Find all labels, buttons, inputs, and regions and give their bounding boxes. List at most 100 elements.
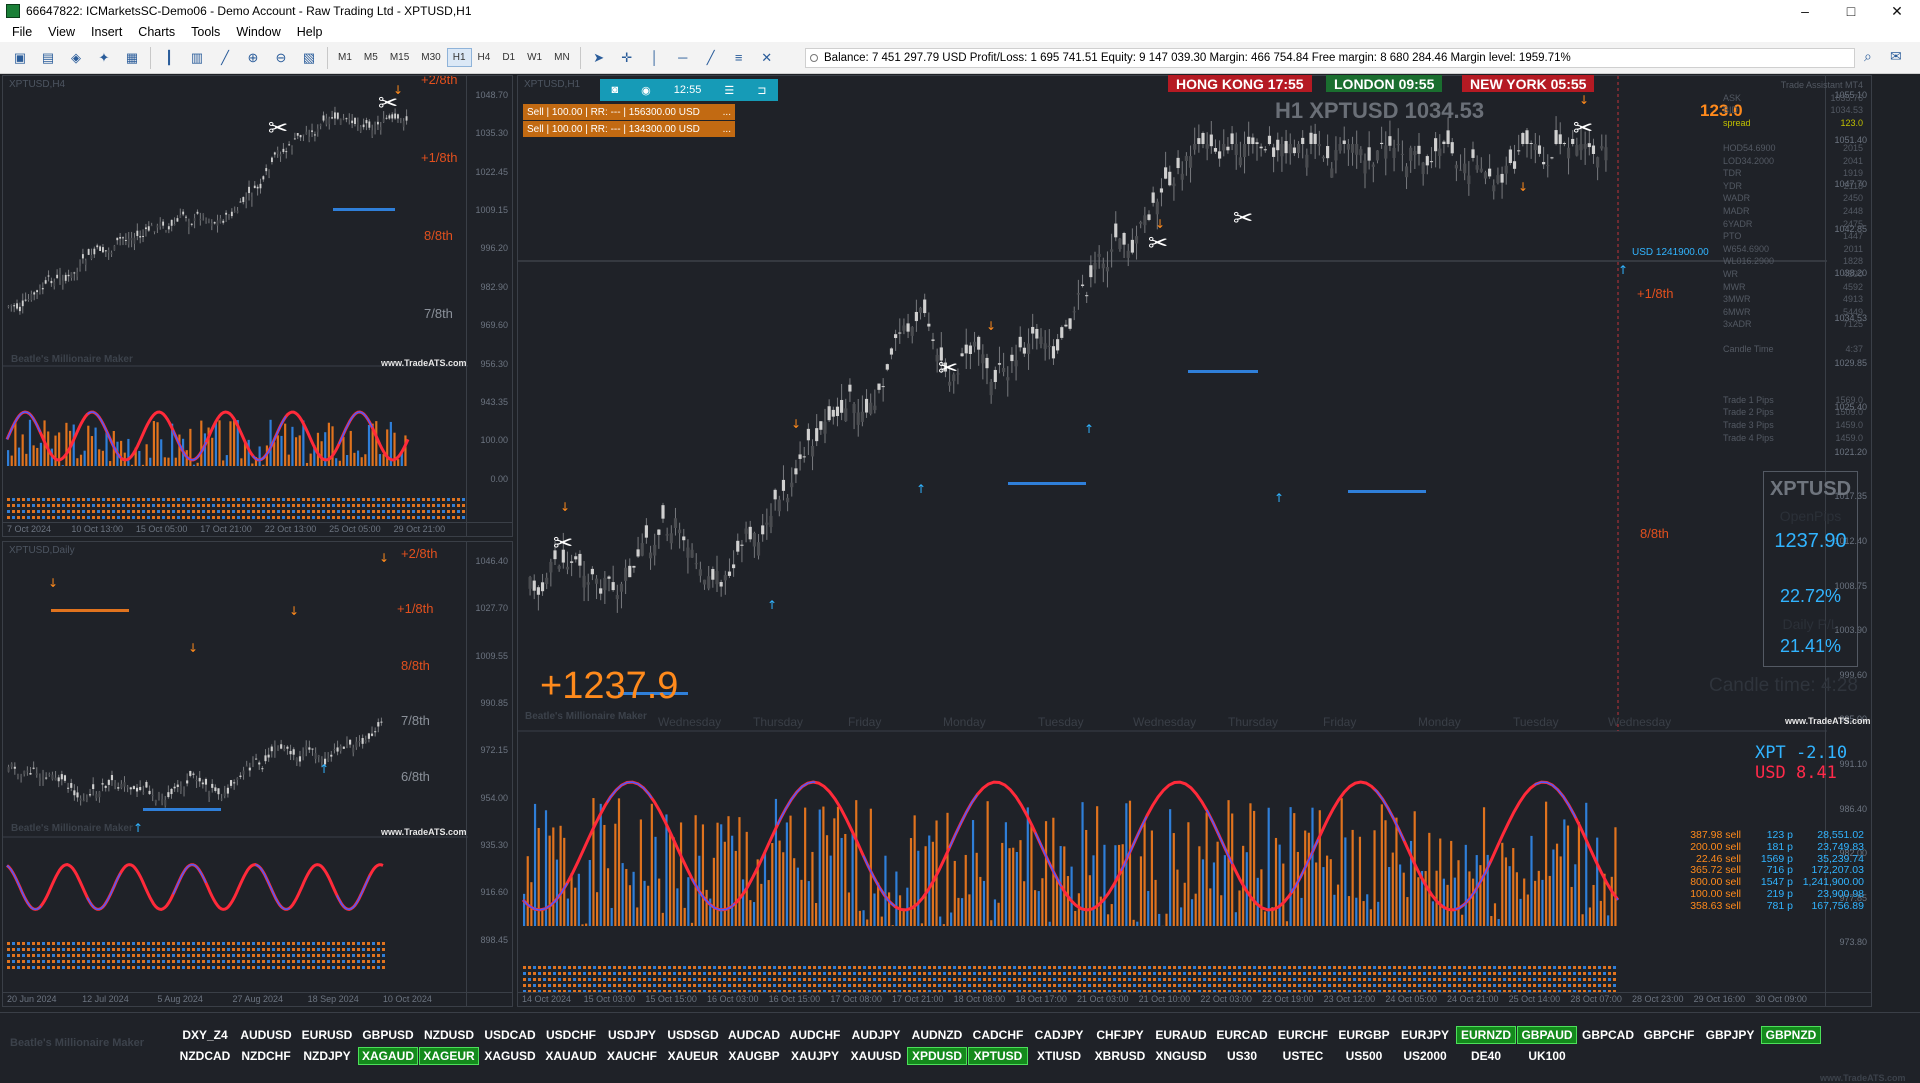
- symbol-button-gbpusd[interactable]: GBPUSD: [358, 1026, 418, 1044]
- symbol-button-xngusd[interactable]: XNGUSD: [1151, 1047, 1211, 1065]
- symbol-button-xbrusd[interactable]: XBRUSD: [1090, 1047, 1150, 1065]
- symbol-button-xauchf[interactable]: XAUCHF: [602, 1047, 662, 1065]
- symbol-button-xtiusd[interactable]: XTIUSD: [1029, 1047, 1089, 1065]
- symbol-button-xageur[interactable]: XAGEUR: [419, 1047, 479, 1065]
- symbol-button-usdjpy[interactable]: USDJPY: [602, 1026, 662, 1044]
- symbol-button-xpdusd[interactable]: XPDUSD: [907, 1047, 967, 1065]
- symbol-button-audchf[interactable]: AUDCHF: [785, 1026, 845, 1044]
- symbol-button-audcad[interactable]: AUDCAD: [724, 1026, 784, 1044]
- symbol-button-xauusd[interactable]: XAUUSD: [846, 1047, 906, 1065]
- menu-icon[interactable]: ☰: [724, 84, 734, 97]
- channel-icon[interactable]: ≡: [728, 47, 750, 69]
- collapse-icon[interactable]: ⊐: [757, 84, 766, 97]
- menu-tools[interactable]: Tools: [183, 25, 228, 39]
- menu-insert[interactable]: Insert: [83, 25, 130, 39]
- timeframe-m1[interactable]: M1: [332, 48, 358, 67]
- symbol-button-gbpnzd[interactable]: GBPNZD: [1761, 1026, 1821, 1044]
- symbol-button-dxy_z4[interactable]: DXY_Z4: [175, 1026, 235, 1044]
- symbol-button-us2000[interactable]: US2000: [1395, 1047, 1455, 1065]
- horizontal-line-icon[interactable]: ─: [672, 47, 694, 69]
- new-chart-icon[interactable]: ▣: [9, 47, 31, 69]
- symbol-button-xagaud[interactable]: XAGAUD: [358, 1047, 418, 1065]
- terminal-icon[interactable]: ▦: [121, 47, 143, 69]
- symbol-button-chfjpy[interactable]: CHFJPY: [1090, 1026, 1150, 1044]
- templates-icon[interactable]: ▧: [298, 47, 320, 69]
- minimize-button[interactable]: –: [1782, 0, 1828, 22]
- timeframe-m30[interactable]: M30: [415, 48, 446, 67]
- timeframe-m15[interactable]: M15: [384, 48, 415, 67]
- screenshot-icon[interactable]: ◙: [612, 84, 619, 96]
- symbol-button-gbpcad[interactable]: GBPCAD: [1578, 1026, 1638, 1044]
- eye-icon[interactable]: ◉: [641, 84, 651, 97]
- symbol-button-gbpchf[interactable]: GBPCHF: [1639, 1026, 1699, 1044]
- trendline-icon[interactable]: ╱: [700, 47, 722, 69]
- timeframe-d1[interactable]: D1: [496, 48, 521, 67]
- timeframe-h1[interactable]: H1: [447, 48, 472, 67]
- symbol-button-eurjpy[interactable]: EURJPY: [1395, 1026, 1455, 1044]
- timeframe-mn[interactable]: MN: [548, 48, 576, 67]
- symbol-button-xaueur[interactable]: XAUEUR: [663, 1047, 723, 1065]
- menu-help[interactable]: Help: [289, 25, 331, 39]
- symbol-button-nzdcad[interactable]: NZDCAD: [175, 1047, 235, 1065]
- symbol-button-eurusd[interactable]: EURUSD: [297, 1026, 357, 1044]
- symbol-button-xptusd[interactable]: XPTUSD: [968, 1047, 1028, 1065]
- menu-charts[interactable]: Charts: [130, 25, 183, 39]
- close-button[interactable]: ✕: [1874, 0, 1920, 22]
- line-chart-icon[interactable]: ╱: [214, 47, 236, 69]
- timeframe-h4[interactable]: H4: [472, 48, 497, 67]
- zoom-in-icon[interactable]: ⊕: [242, 47, 264, 69]
- symbol-button-ustec[interactable]: USTEC: [1273, 1047, 1333, 1065]
- symbol-button-gbpjpy[interactable]: GBPJPY: [1700, 1026, 1760, 1044]
- profiles-icon[interactable]: ▤: [37, 47, 59, 69]
- symbol-button-xaujpy[interactable]: XAUJPY: [785, 1047, 845, 1065]
- menu-window[interactable]: Window: [228, 25, 288, 39]
- symbol-button-xagusd[interactable]: XAGUSD: [480, 1047, 540, 1065]
- symbol-button-eurgbp[interactable]: EURGBP: [1334, 1026, 1394, 1044]
- candles-icon[interactable]: ▥: [186, 47, 208, 69]
- symbol-button-nzdusd[interactable]: NZDUSD: [419, 1026, 479, 1044]
- symbol-button-gbpaud[interactable]: GBPAUD: [1517, 1026, 1577, 1044]
- menu-view[interactable]: View: [40, 25, 83, 39]
- symbol-button-usdsgd[interactable]: USDSGD: [663, 1026, 723, 1044]
- timeframe-m5[interactable]: M5: [358, 48, 384, 67]
- symbol-button-usdcad[interactable]: USDCAD: [480, 1026, 540, 1044]
- symbol-button-eurcad[interactable]: EURCAD: [1212, 1026, 1272, 1044]
- navigator-icon[interactable]: ✦: [93, 47, 115, 69]
- symbol-button-usdchf[interactable]: USDCHF: [541, 1026, 601, 1044]
- menu-file[interactable]: File: [4, 25, 40, 39]
- symbol-button-audnzd[interactable]: AUDNZD: [907, 1026, 967, 1044]
- symbol-button-eurnzd[interactable]: EURNZD: [1456, 1026, 1516, 1044]
- search-icon[interactable]: ⌕: [1864, 48, 1872, 65]
- trade-more[interactable]: ...: [723, 107, 731, 118]
- symbol-button-de40[interactable]: DE40: [1456, 1047, 1516, 1065]
- symbol-button-eurchf[interactable]: EURCHF: [1273, 1026, 1333, 1044]
- symbol-button-cadchf[interactable]: CADCHF: [968, 1026, 1028, 1044]
- close-small-icon[interactable]: ✕: [756, 47, 778, 69]
- symbol-button-uk100[interactable]: UK100: [1517, 1047, 1577, 1065]
- maximize-button[interactable]: □: [1828, 0, 1874, 22]
- timeframe-w1[interactable]: W1: [521, 48, 548, 67]
- zoom-out-icon[interactable]: ⊖: [270, 47, 292, 69]
- cursor-icon[interactable]: ➤: [588, 47, 610, 69]
- symbol-button-euraud[interactable]: EURAUD: [1151, 1026, 1211, 1044]
- symbol-button-nzdchf[interactable]: NZDCHF: [236, 1047, 296, 1065]
- trade-line[interactable]: Sell | 100.00 | RR: --- | 134300.00 USD.…: [523, 121, 735, 137]
- vertical-line-icon[interactable]: │: [644, 47, 666, 69]
- symbol-button-audjpy[interactable]: AUDJPY: [846, 1026, 906, 1044]
- symbol-button-xauaud[interactable]: XAUAUD: [541, 1047, 601, 1065]
- symbol-button-nzdjpy[interactable]: NZDJPY: [297, 1047, 357, 1065]
- symbol-button-us500[interactable]: US500: [1334, 1047, 1394, 1065]
- crosshair-icon[interactable]: ✛: [616, 47, 638, 69]
- symbol-button-audusd[interactable]: AUDUSD: [236, 1026, 296, 1044]
- symbol-button-xaugbp[interactable]: XAUGBP: [724, 1047, 784, 1065]
- symbol-button-cadjpy[interactable]: CADJPY: [1029, 1026, 1089, 1044]
- chat-icon[interactable]: ✉: [1890, 48, 1902, 65]
- trade-line[interactable]: Sell | 100.00 | RR: --- | 156300.00 USD.…: [523, 104, 735, 120]
- trade-more[interactable]: ...: [723, 124, 731, 135]
- symbol-button-us30[interactable]: US30: [1212, 1047, 1272, 1065]
- bar-chart-icon[interactable]: ┃: [158, 47, 180, 69]
- market-watch-icon[interactable]: ◈: [65, 47, 87, 69]
